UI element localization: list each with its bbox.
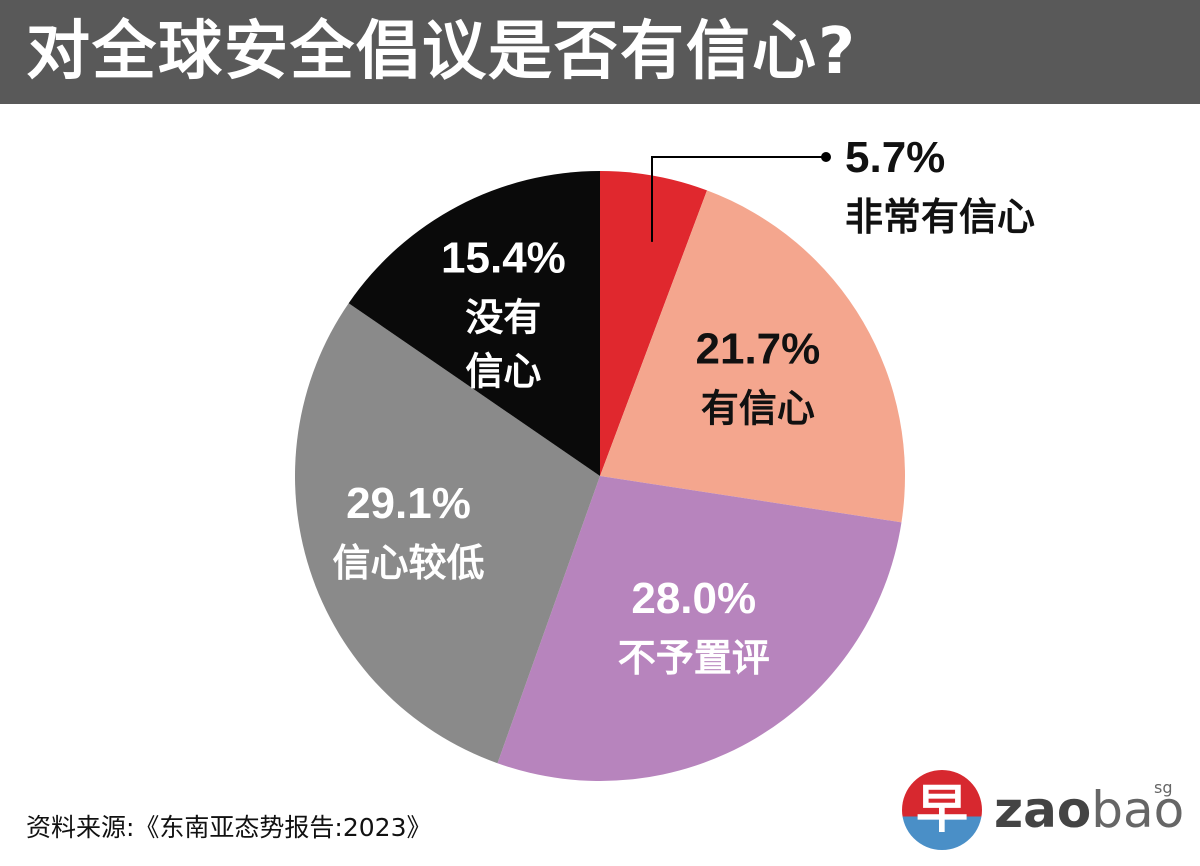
slice-value-very-confident: 5.7%	[845, 133, 945, 182]
slice-label-not-confident-line1: 没有	[465, 295, 541, 339]
slice-label-not-confident-line2: 信心	[465, 349, 541, 393]
page-title: 对全球安全倡议是否有信心?	[26, 15, 858, 89]
source-note: 资料来源:《东南亚态势报告:2023》	[26, 813, 432, 842]
slice-value-low-confidence: 29.1%	[346, 479, 471, 528]
slice-label-confident: 有信心	[701, 387, 815, 431]
pie-slice-confident	[600, 190, 905, 523]
pie-slice-no-comment	[497, 476, 902, 781]
wordmark-light: bao	[1091, 781, 1185, 839]
slice-value-confident: 21.7%	[696, 325, 821, 374]
slice-label-very-confident: 非常有信心	[845, 195, 1035, 239]
slice-label-no-comment: 不予置评	[618, 636, 770, 680]
pie-slice-not-confident	[348, 171, 600, 476]
pie-slice-very-confident	[600, 171, 708, 476]
zaobao-logo: 早 zaobao sg	[902, 770, 1192, 850]
wordmark-bold: zao	[994, 781, 1092, 839]
wordmark-superscript: sg	[1154, 778, 1173, 797]
zaobao-badge-icon: 早	[902, 770, 982, 850]
pie-slice-low-confidence	[295, 303, 600, 764]
callout-leader-dot	[821, 152, 831, 162]
zaobao-badge-glyph: 早	[915, 779, 968, 840]
callout-leader-line	[651, 156, 826, 242]
title-bar: 对全球安全倡议是否有信心?	[0, 0, 1200, 104]
slice-value-no-comment: 28.0%	[631, 574, 756, 623]
slice-label-low-confidence: 信心较低	[332, 541, 484, 585]
slice-value-not-confident: 15.4%	[441, 233, 566, 282]
zaobao-wordmark: zaobao	[994, 782, 1184, 838]
